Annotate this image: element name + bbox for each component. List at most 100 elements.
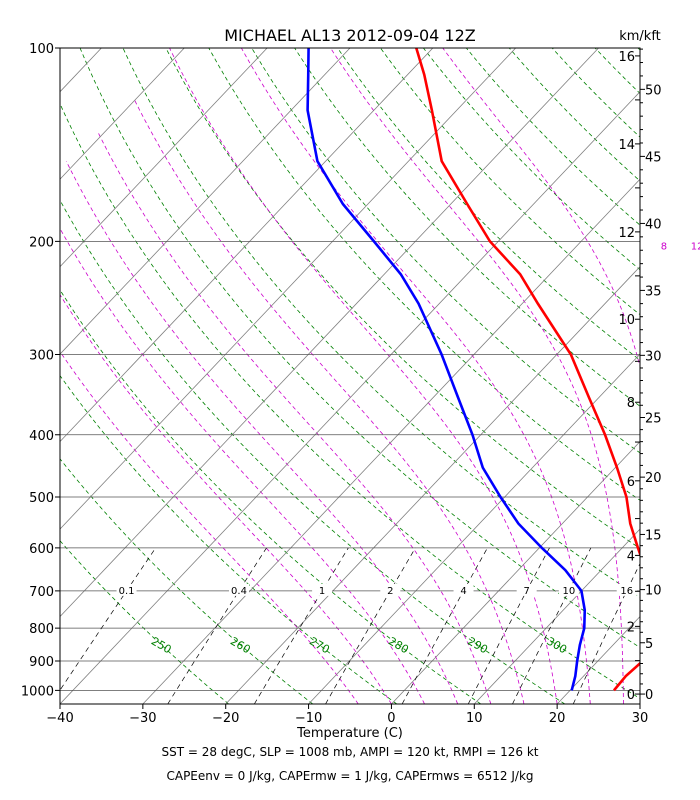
km-tick-label: 12 bbox=[618, 226, 635, 241]
caption-line-2: CAPEenv = 0 J/kg, CAPErmw = 1 J/kg, CAPE… bbox=[166, 769, 534, 783]
plot-frame bbox=[59, 47, 641, 705]
isotherm-line bbox=[639, 703, 640, 704]
isotherm-line bbox=[473, 528, 640, 704]
pressure-tick-label: 700 bbox=[29, 585, 54, 600]
mixing-ratio-line bbox=[467, 547, 550, 704]
kft-tick-label: 30 bbox=[645, 349, 662, 364]
moist-adiabat-label-bg bbox=[688, 238, 700, 251]
temperature-line bbox=[415, 48, 640, 692]
dry-adiabat-line bbox=[60, 458, 313, 704]
mixing-ratio-label-bg bbox=[453, 583, 474, 596]
mixing-ratio-label-bg bbox=[116, 583, 137, 596]
moist-adiabat-line bbox=[330, 48, 624, 704]
dry-adiabat-line bbox=[251, 48, 640, 454]
x-tick-label: −20 bbox=[212, 711, 239, 726]
mixing-ratio-label: 16 bbox=[620, 586, 633, 597]
series-lines bbox=[306, 48, 640, 692]
km-tick-label: 4 bbox=[627, 549, 635, 564]
mixing-ratio-line bbox=[401, 547, 488, 704]
x-tick-label: 30 bbox=[632, 711, 649, 726]
moist-adiabat-label: 8 bbox=[661, 241, 667, 252]
mixing-ratio-label-bg bbox=[616, 583, 637, 596]
mixing-ratio-label-bg bbox=[558, 583, 579, 596]
mixing-ratio-label: 0.4 bbox=[231, 586, 247, 597]
dry-adiabat-line bbox=[60, 289, 481, 704]
dry-adiabat-label: 290 bbox=[465, 635, 490, 657]
x-tick-label: −10 bbox=[295, 711, 322, 726]
isotherm-line bbox=[142, 178, 640, 704]
mixing-ratio-label-bg bbox=[516, 583, 537, 596]
pressure-tick-label: 100 bbox=[29, 42, 54, 57]
kft-tick-label: 50 bbox=[645, 83, 662, 98]
moist-adiabat-line bbox=[97, 131, 492, 704]
x-tick-label: −30 bbox=[129, 711, 156, 726]
mixing-ratio-line bbox=[325, 547, 416, 704]
dry-adiabat-line bbox=[294, 48, 640, 407]
x-tick-label: 10 bbox=[466, 711, 483, 726]
isotherm-line bbox=[0, 48, 19, 704]
moist-adiabat-label-bg bbox=[654, 238, 673, 251]
dry-adiabat-line bbox=[122, 48, 640, 598]
mixing-ratio-line bbox=[572, 562, 640, 704]
mixing-ratio-label: 2 bbox=[387, 586, 393, 597]
mixing-ratio-label-bg bbox=[380, 583, 401, 596]
dry-adiabat-label: 260 bbox=[228, 635, 253, 657]
kft-tick-label: 25 bbox=[645, 412, 662, 427]
pressure-tick-label: 500 bbox=[29, 491, 54, 506]
mixing-ratio-label: 1 bbox=[319, 586, 325, 597]
km-tick-label: 2 bbox=[627, 620, 635, 635]
kft-tick-label: 40 bbox=[645, 217, 662, 232]
kft-tick-label: 5 bbox=[645, 637, 653, 652]
pressure-tick-label: 300 bbox=[29, 349, 54, 364]
moist-adiabat-line bbox=[65, 160, 459, 704]
x-tick-label: −40 bbox=[46, 711, 73, 726]
pressure-tick-label: 600 bbox=[29, 542, 54, 557]
mixing-ratio-line bbox=[167, 547, 267, 704]
chart-title: MICHAEL AL13 2012-09-04 12Z bbox=[224, 26, 476, 45]
moist-adiabat-line bbox=[133, 98, 525, 704]
isotherm-line bbox=[60, 48, 517, 530]
dry-adiabat-line bbox=[60, 102, 640, 700]
mixing-ratio-label: 4 bbox=[460, 586, 466, 597]
mixing-ratio-line bbox=[60, 547, 156, 691]
isotherm-line bbox=[60, 91, 640, 704]
moist-adiabat-line bbox=[60, 293, 392, 704]
dry-adiabat-line bbox=[165, 48, 640, 549]
dewpoint-line bbox=[306, 48, 587, 691]
pressure-tick-label: 1000 bbox=[21, 684, 54, 699]
mixing-ratio-label: 0.1 bbox=[119, 586, 135, 597]
moist-adiabat-line bbox=[241, 48, 591, 704]
moist-adiabat-label: 12 bbox=[691, 241, 700, 252]
isotherm-line bbox=[60, 48, 351, 355]
dry-adiabat-line bbox=[60, 540, 229, 704]
pressure-tick-label: 900 bbox=[29, 655, 54, 670]
pressure-tick-label: 800 bbox=[29, 622, 54, 637]
moist-adiabat-line bbox=[442, 48, 640, 369]
dry-adiabat-line bbox=[637, 48, 640, 51]
x-axis-label: Temperature (C) bbox=[296, 726, 403, 741]
moist-adiabat-line bbox=[60, 350, 359, 704]
dry-adiabat-line bbox=[337, 48, 640, 361]
mixing-ratio-line bbox=[512, 547, 592, 704]
dry-adiabat-line bbox=[79, 48, 640, 648]
isotherm-line bbox=[60, 48, 185, 180]
km-tick-label: 16 bbox=[618, 50, 635, 65]
mixing-ratio-label: 7 bbox=[523, 586, 529, 597]
km-tick-label: 10 bbox=[618, 313, 635, 328]
mixing-ratio-label-bg bbox=[229, 583, 250, 596]
kft-tick-label: 15 bbox=[645, 528, 662, 543]
dry-adiabat-line bbox=[594, 48, 640, 95]
moist-adiabat-line bbox=[169, 48, 558, 704]
isotherm-line bbox=[60, 48, 268, 268]
x-tick-label: 20 bbox=[549, 711, 566, 726]
pressure-tick-label: 200 bbox=[29, 235, 54, 250]
dry-adiabat-line bbox=[380, 48, 640, 316]
dry-adiabat-line bbox=[508, 48, 640, 182]
isotherm-line bbox=[60, 48, 599, 618]
dry-adiabat-line bbox=[465, 48, 640, 226]
isotherm-line bbox=[60, 48, 102, 93]
pressure-tick-label: 400 bbox=[29, 429, 54, 444]
mixing-ratio-line bbox=[254, 547, 349, 704]
isotherm-line bbox=[391, 441, 640, 704]
